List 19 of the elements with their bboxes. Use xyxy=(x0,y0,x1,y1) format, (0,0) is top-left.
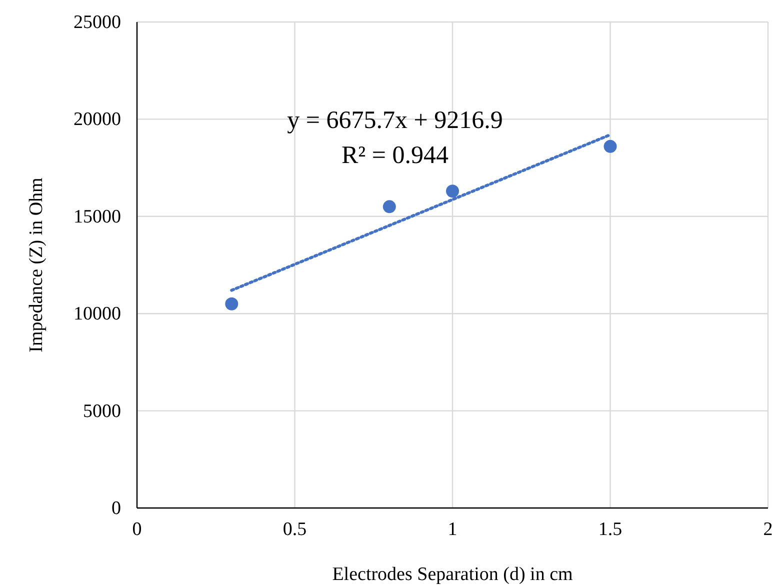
x-tick-label: 0 xyxy=(132,519,142,540)
x-tick-label: 1 xyxy=(448,519,458,540)
y-tick-label: 5000 xyxy=(83,400,121,422)
y-tick-label: 10000 xyxy=(74,304,121,325)
annotation: R² = 0.944 xyxy=(341,142,450,169)
x-tick-label: 0.5 xyxy=(282,519,307,540)
point xyxy=(604,140,617,153)
y-tick-label: 0 xyxy=(112,498,121,519)
y-axis-title: Impedance (Z) in Ohm xyxy=(26,177,47,352)
x-axis-title: Electrodes Separation (d) in cm xyxy=(332,564,574,585)
y-tick-label: 25000 xyxy=(74,12,121,33)
point xyxy=(446,184,459,198)
y-tick-label: 15000 xyxy=(74,206,121,228)
point xyxy=(382,200,396,214)
x-tick-label: 2 xyxy=(763,519,773,540)
point xyxy=(225,297,238,310)
annotation: y = 6675.7x + 9216.9 xyxy=(287,107,503,134)
y-tick-label: 20000 xyxy=(74,109,121,130)
x-tick-label: 1.5 xyxy=(598,519,622,540)
